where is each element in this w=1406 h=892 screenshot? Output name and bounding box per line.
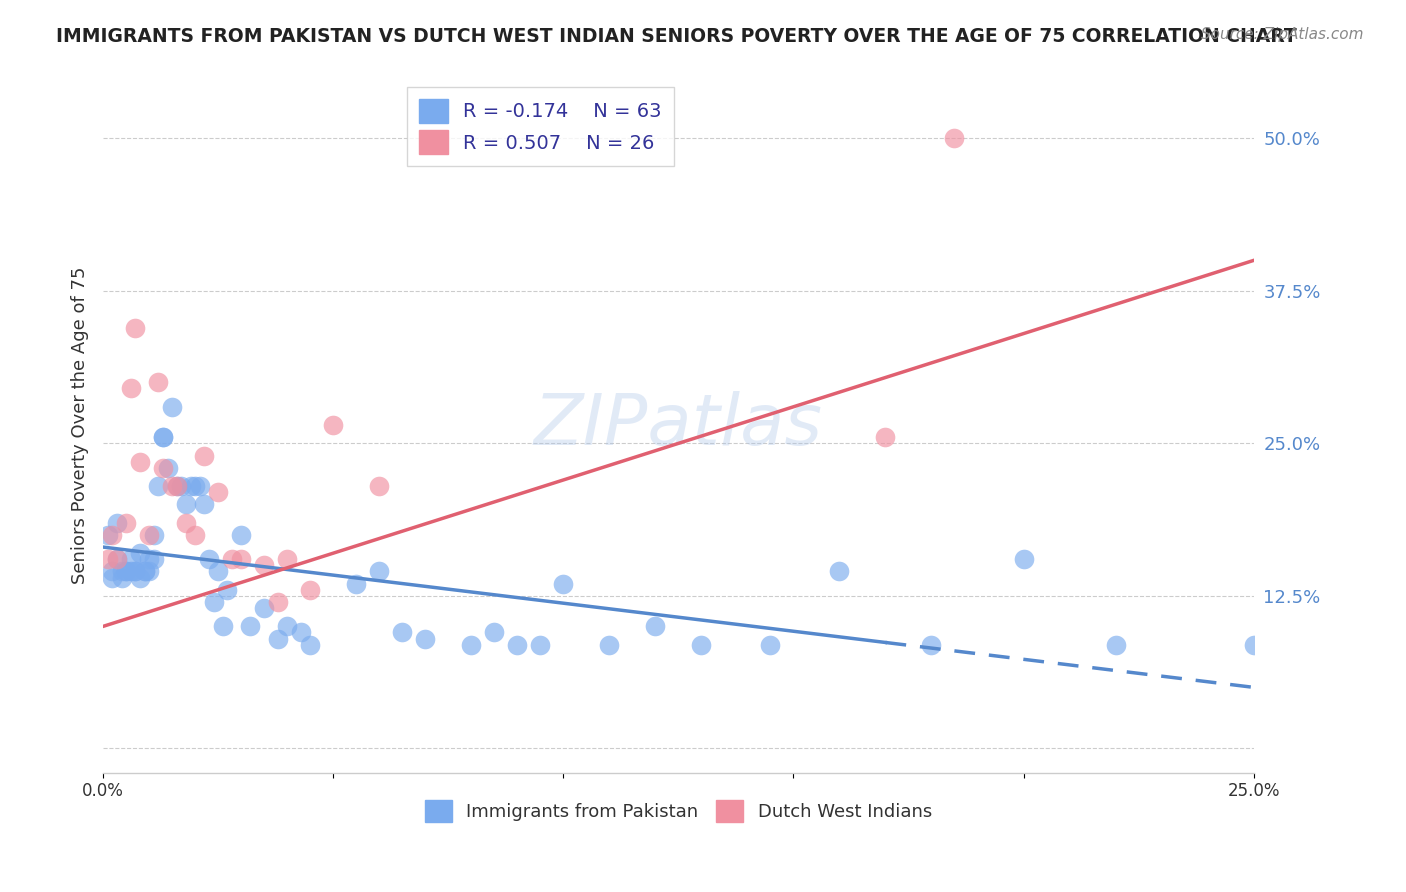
Point [267,632,290,646]
Point [170,479,193,493]
Point [152,430,174,444]
Point [553,576,575,591]
Text: Source: ZipAtlas.com: Source: ZipAtlas.com [1201,27,1364,42]
Point [138,552,160,566]
Point [97,528,120,542]
Point [368,565,391,579]
Point [413,632,436,646]
Point [344,576,367,591]
Point [598,638,620,652]
Point [299,582,322,597]
Point [105,552,128,566]
Point [166,479,188,493]
Point [290,625,312,640]
Point [134,565,156,579]
Point [101,528,124,542]
Point [120,565,142,579]
Point [759,638,782,652]
Point [299,638,322,652]
Point [101,565,124,579]
Point [943,131,966,145]
Point [460,638,482,652]
Point [142,528,165,542]
Point [138,528,160,542]
Point [152,430,174,444]
Text: ZIPatlas: ZIPatlas [534,391,823,459]
Point [202,595,225,609]
Point [1243,638,1265,652]
Point [97,552,120,566]
Point [148,479,170,493]
Point [110,571,132,585]
Point [124,320,146,334]
Point [221,552,243,566]
Point [101,571,124,585]
Point [529,638,551,652]
Point [124,565,146,579]
Point [120,382,142,396]
Point [129,571,152,585]
Point [188,479,211,493]
Point [124,565,146,579]
Point [115,516,138,530]
Point [105,516,128,530]
Point [152,460,174,475]
Point [134,565,156,579]
Point [184,479,207,493]
Point [322,418,344,433]
Point [368,479,391,493]
Point [148,376,170,390]
Point [231,528,253,542]
Point [193,449,215,463]
Point [690,638,713,652]
Point [138,565,160,579]
Point [276,552,298,566]
Point [174,516,197,530]
Point [184,528,207,542]
Point [506,638,529,652]
Point [875,430,897,444]
Point [217,582,239,597]
Point [180,479,202,493]
Point [253,558,276,573]
Point [142,552,165,566]
Legend: Immigrants from Pakistan, Dutch West Indians: Immigrants from Pakistan, Dutch West Ind… [413,789,943,833]
Point [105,552,128,566]
Point [120,552,142,566]
Y-axis label: Seniors Poverty Over the Age of 75: Seniors Poverty Over the Age of 75 [72,267,89,584]
Point [253,601,276,615]
Point [193,497,215,511]
Point [207,485,229,500]
Point [207,565,229,579]
Point [211,619,233,633]
Point [198,552,221,566]
Point [110,565,132,579]
Point [920,638,942,652]
Point [166,479,188,493]
Point [231,552,253,566]
Point [1012,552,1035,566]
Text: IMMIGRANTS FROM PAKISTAN VS DUTCH WEST INDIAN SENIORS POVERTY OVER THE AGE OF 75: IMMIGRANTS FROM PAKISTAN VS DUTCH WEST I… [56,27,1296,45]
Point [129,455,152,469]
Point [644,619,666,633]
Point [160,479,183,493]
Point [484,625,506,640]
Point [391,625,413,640]
Point [156,460,179,475]
Point [129,546,152,560]
Point [239,619,262,633]
Point [115,565,138,579]
Point [267,595,290,609]
Point [115,565,138,579]
Point [828,565,851,579]
Point [276,619,298,633]
Point [160,400,183,414]
Point [1104,638,1126,652]
Point [174,497,197,511]
